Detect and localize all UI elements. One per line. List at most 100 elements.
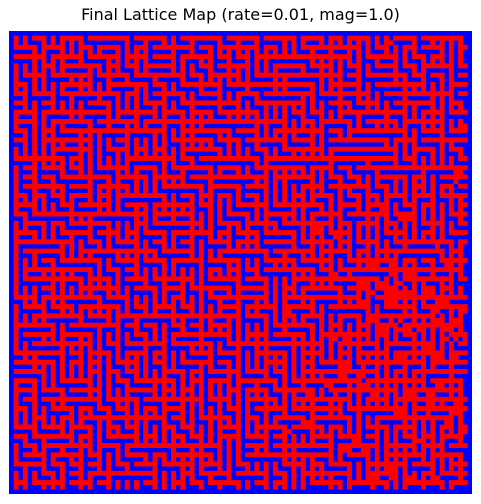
lattice-cell-run [217, 327, 223, 333]
lattice-cell-run [180, 290, 186, 296]
lattice-cell-run [189, 480, 204, 486]
lattice-cell-run [309, 58, 315, 64]
lattice-cell-run [41, 271, 47, 277]
lattice-cell-run [198, 438, 204, 444]
lattice-cell-run [124, 290, 130, 296]
lattice-cell-run [96, 443, 121, 448]
lattice-cell-run [356, 419, 362, 425]
lattice-cell-run [384, 100, 389, 106]
lattice-cell-run [282, 429, 292, 435]
lattice-cell-run [87, 452, 102, 458]
lattice-cell-run [217, 248, 269, 254]
lattice-cell-run [13, 359, 56, 365]
lattice-cell-run [32, 299, 38, 305]
lattice-cell-run [254, 114, 260, 120]
lattice-cell-run [282, 179, 288, 185]
lattice-cell-run [32, 142, 38, 148]
lattice-cell-run [50, 281, 56, 286]
lattice-cell-run [448, 72, 454, 78]
lattice-cell-run [13, 480, 28, 486]
lattice-cell-run [448, 364, 454, 370]
lattice-cell-run [411, 419, 417, 425]
lattice-cell-run [198, 406, 204, 411]
lattice-cell-run [161, 364, 167, 370]
lattice-cell-run [365, 433, 380, 439]
lattice-cell-run [309, 109, 325, 115]
lattice-cell-run [87, 382, 93, 388]
lattice-cell-run [87, 197, 93, 203]
lattice-cells [13, 35, 468, 490]
lattice-map [9, 31, 472, 494]
lattice-cell-run [69, 40, 75, 46]
lattice-cell-run [124, 322, 139, 328]
lattice-cell-run [393, 447, 399, 453]
lattice-cell-run [328, 429, 334, 435]
lattice-cell-run [365, 355, 371, 361]
lattice-cell-run [69, 271, 75, 277]
lattice-cell-run [393, 410, 408, 416]
lattice-cell-run [328, 137, 389, 143]
lattice-cell-run [208, 183, 241, 189]
lattice-cell-run [458, 415, 464, 421]
lattice-cell-run [115, 387, 121, 393]
lattice-cell-run [235, 429, 241, 435]
lattice-cell-run [282, 114, 288, 120]
lattice-cell-run [393, 336, 399, 342]
lattice-cell-run [300, 234, 306, 240]
lattice-cell-run [300, 470, 352, 476]
lattice-cell-run [171, 456, 176, 462]
lattice-cell-run [22, 484, 28, 490]
lattice-cell-run [32, 211, 149, 217]
lattice-cell-run [272, 415, 306, 421]
lattice-cell-run [263, 484, 269, 490]
lattice-cell-run [106, 63, 121, 69]
lattice-cell-run [254, 355, 260, 361]
lattice-cell-run [235, 456, 241, 462]
lattice-cell-run [50, 142, 56, 148]
lattice-cell-run [115, 114, 121, 120]
lattice-cell-run [198, 211, 204, 217]
lattice-cell-run [309, 142, 315, 148]
lattice-cell-run [32, 160, 38, 166]
lattice-cell-run [161, 345, 167, 351]
lattice-cell-run [41, 308, 47, 314]
lattice-cell-run [300, 355, 306, 361]
lattice-cell-run [198, 484, 204, 490]
lattice-cell-run [198, 294, 204, 300]
lattice-cell-run [356, 248, 371, 254]
lattice-cell-run [356, 345, 362, 351]
lattice-cell-run [208, 406, 214, 411]
lattice-cell-run [115, 406, 130, 411]
lattice-cell-run [411, 373, 417, 379]
lattice-cell-run [226, 327, 232, 333]
lattice-cell-run [96, 95, 102, 101]
lattice-cell-run [309, 475, 315, 481]
lattice-cell-run [134, 86, 139, 92]
lattice-cell-run [374, 336, 380, 342]
lattice-cell-run [96, 345, 102, 351]
lattice-cell-run [402, 118, 445, 124]
lattice-cell-run [13, 156, 65, 161]
lattice-cell-run [346, 225, 352, 231]
lattice-cell-run [217, 382, 223, 388]
lattice-cell-run [272, 248, 315, 254]
lattice-cell-run [384, 239, 389, 245]
lattice-cell-run [106, 188, 112, 194]
lattice-cell-run [458, 202, 468, 208]
lattice-cell-run [356, 253, 362, 259]
lattice-cell-run [282, 456, 288, 462]
lattice-cell-run [161, 322, 167, 328]
lattice-cell-run [208, 253, 214, 259]
lattice-cell-run [106, 86, 112, 92]
lattice-cell-run [346, 72, 362, 78]
lattice-cell-run [235, 169, 241, 175]
lattice-cell-run [448, 355, 459, 361]
lattice-cell-run [161, 299, 167, 305]
lattice-cell-run [152, 202, 195, 208]
lattice-cell-run [245, 424, 251, 430]
lattice-cell-run [96, 142, 102, 148]
lattice-cell-run [87, 142, 93, 148]
lattice-cell-run [421, 364, 426, 370]
lattice-cell-run [282, 392, 288, 398]
lattice-cell-run [189, 40, 195, 46]
